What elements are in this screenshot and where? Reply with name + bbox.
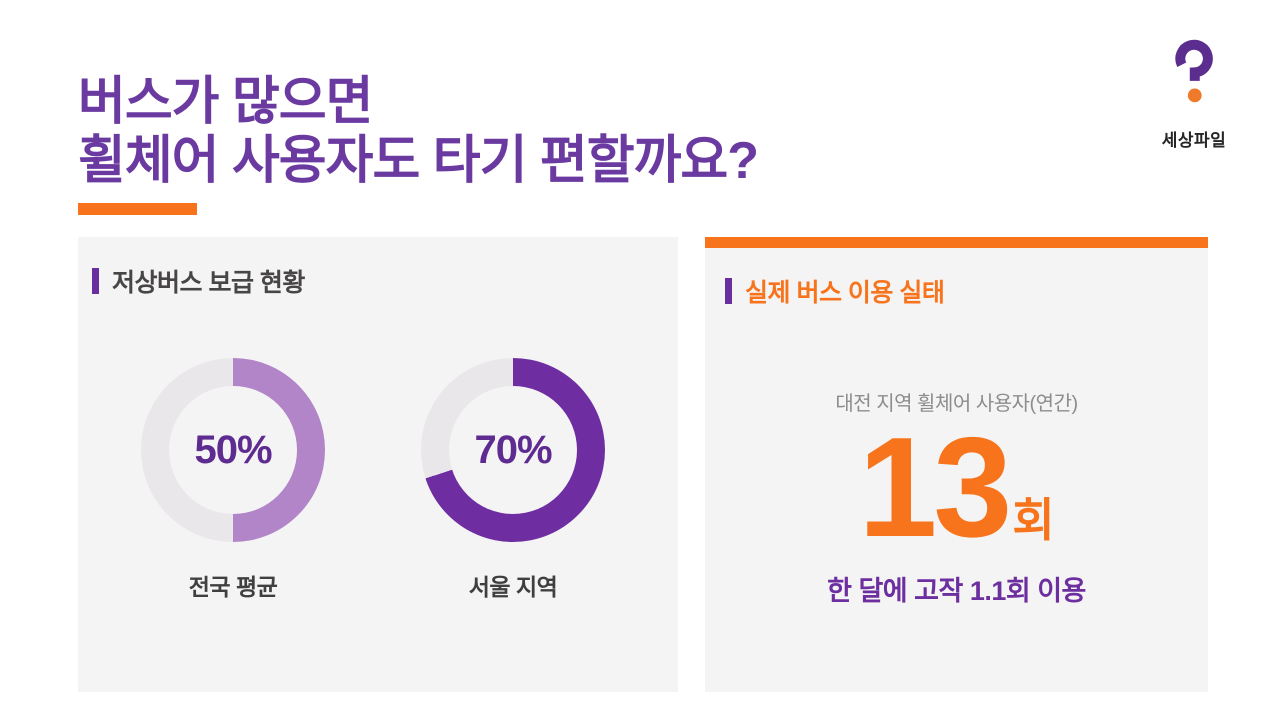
panel-top-accent-bar (705, 237, 1208, 248)
brand-logo-text: 세상파일 (1161, 131, 1227, 150)
stat-caption: 대전 지역 휠체어 사용자(연간) (835, 393, 1078, 415)
low-floor-bus-panel: 저상버스 보급 현황 50% 전국 평균 70% 서울 지역 (78, 237, 678, 692)
page-title-line-1: 버스가 많으면 (78, 72, 373, 131)
stat-value: 13 (858, 408, 1012, 567)
donut-percent-label: 70% (474, 427, 552, 472)
brand-logo: 세상파일 (1144, 36, 1244, 151)
donut-caption: 서울 지역 (468, 574, 558, 600)
left-panel-title: 저상버스 보급 현황 (112, 269, 305, 297)
donut-percent-label: 50% (194, 427, 272, 472)
stat-number: 13 회 (705, 417, 1208, 559)
donut-ring-seoul: 70% (421, 358, 605, 542)
page-title: 버스가 많으면 휠체어 사용자도 타기 편할까요? (78, 72, 759, 191)
accent-tick-icon (92, 268, 99, 294)
accent-tick-icon (725, 278, 732, 304)
bus-usage-panel: 실제 버스 이용 실태 대전 지역 휠체어 사용자(연간) 13 회 한 달에 … (705, 237, 1208, 692)
title-underline-bar (78, 203, 197, 215)
donut-chart-national-average: 50% 전국 평균 (141, 358, 325, 602)
question-mark-icon (1171, 36, 1217, 123)
right-panel-title: 실제 버스 이용 실태 (745, 279, 945, 307)
right-panel-header: 실제 버스 이용 실태 (725, 273, 945, 309)
stat-note: 한 달에 고작 1.1회 이용 (827, 576, 1086, 606)
stat-unit: 회 (1012, 494, 1055, 546)
donut-chart-seoul: 70% 서울 지역 (421, 358, 605, 602)
left-panel-header: 저상버스 보급 현황 (92, 263, 305, 299)
page-title-line-2: 휠체어 사용자도 타기 편할까요? (78, 131, 759, 190)
donut-caption: 전국 평균 (188, 574, 278, 600)
donut-ring-national: 50% (141, 358, 325, 542)
